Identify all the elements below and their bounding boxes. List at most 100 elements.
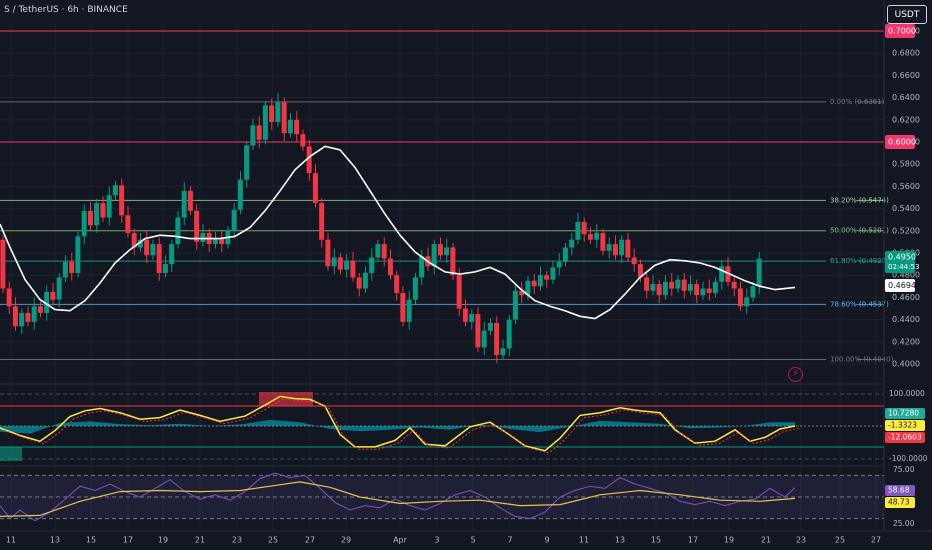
candle-body — [512, 290, 518, 320]
candle-body — [287, 119, 293, 134]
candle-body — [212, 238, 218, 245]
candle-body — [444, 247, 450, 256]
candle-body — [719, 266, 725, 282]
time-tick-label: 27 — [871, 536, 881, 545]
time-tick-label: 17 — [688, 536, 698, 545]
candle-body — [556, 261, 562, 268]
rsi-ma-line — [0, 481, 796, 517]
time-tick-label: 23 — [232, 536, 242, 545]
horizontal-line-badge — [885, 24, 915, 38]
candle-body — [112, 185, 118, 196]
alert-bolt-icon[interactable]: ⚡ — [788, 367, 803, 382]
horizontal-line-badge-label: 0.7000 — [888, 27, 916, 36]
candle-body — [412, 277, 418, 300]
candle-body — [575, 221, 581, 240]
candle-body — [500, 348, 506, 356]
candle-body — [381, 244, 387, 259]
fib-label-dash: - — [856, 98, 859, 106]
candle-body — [700, 288, 706, 296]
candle-body — [506, 319, 512, 349]
fib-label-dash: - — [856, 257, 859, 265]
candle-body — [656, 284, 662, 296]
countdown-label: 02:44:53 — [888, 263, 919, 271]
osc-tick-label: -100.0000 — [889, 454, 928, 463]
price-tick-label: 0.6800 — [892, 49, 920, 58]
candle-body — [544, 275, 550, 280]
candle-body — [431, 244, 437, 267]
candle-body — [662, 281, 668, 296]
candle-body — [469, 314, 475, 322]
candle-body — [731, 281, 737, 289]
price-tick-label: 0.6600 — [892, 71, 920, 80]
candle-body — [725, 266, 731, 282]
price-tick-label: 0.4400 — [892, 315, 920, 324]
candle-body — [137, 239, 143, 248]
time-tick-label: 25 — [835, 536, 845, 545]
last-price-badge — [885, 251, 915, 273]
candle-body — [481, 330, 487, 348]
candle-body — [419, 256, 425, 278]
candle-body — [687, 284, 693, 291]
candle-body — [369, 257, 375, 273]
price-tick-label: 0.5800 — [892, 160, 920, 169]
candle-body — [312, 173, 318, 204]
osc-tick-label: 100.0000 — [889, 389, 925, 398]
candle-body — [300, 134, 306, 147]
candle-body — [625, 239, 631, 258]
ma-price-label: 0.4694 — [888, 281, 916, 290]
candle-body — [706, 288, 712, 293]
osc-value-label: 10.7280 — [888, 409, 919, 418]
chart-title: S / TetherUS · 6h · BINANCE — [4, 5, 128, 15]
rsi-value-label: 58.68 — [888, 486, 910, 495]
rsi-tick-label: 75.00 — [893, 465, 915, 474]
candle-body — [737, 288, 743, 307]
candle-body — [219, 238, 225, 245]
candle-body — [400, 292, 406, 322]
candle-body — [181, 190, 187, 218]
time-tick-label: 21 — [761, 536, 771, 545]
osc-value-badge — [885, 408, 925, 419]
candle-body — [562, 247, 568, 262]
horizontal-line-badge — [885, 135, 915, 149]
currency-button[interactable]: USDT — [887, 5, 927, 24]
candle-body — [81, 210, 87, 237]
candle-body — [356, 277, 362, 289]
fib-label-dash: - — [856, 227, 859, 235]
candle-body — [694, 284, 700, 296]
price-tick-label: 0.5400 — [892, 204, 920, 213]
price-tick-label: 0.6400 — [892, 93, 920, 102]
rsi-value-label: 48.73 — [888, 498, 910, 507]
candle-body — [537, 275, 543, 287]
candle-body — [37, 306, 43, 313]
time-tick-label: 13 — [615, 536, 625, 545]
last-price-label: 0.4950 — [888, 253, 916, 262]
price-tick-label: 0.4800 — [892, 271, 920, 280]
fib-label-dash: - — [856, 300, 859, 308]
candle-body — [744, 297, 750, 307]
time-tick-label: 27 — [305, 536, 315, 545]
candle-body — [269, 105, 275, 123]
horizontal-line-badge-label: 0.6000 — [888, 138, 916, 147]
candle-body — [187, 190, 193, 211]
candle-body — [200, 233, 206, 242]
candle-body — [394, 275, 400, 293]
candle-body — [306, 146, 312, 174]
osc-value-label: -1.3323 — [888, 421, 917, 430]
candle-body — [681, 279, 687, 291]
candle-body — [44, 291, 50, 313]
candle-body — [756, 258, 762, 287]
candle-body — [31, 306, 37, 322]
candle-body — [244, 145, 250, 180]
candle-body — [106, 195, 112, 218]
rsi-value-badge — [885, 497, 915, 508]
candle-body — [56, 277, 62, 300]
candle-body — [100, 203, 106, 218]
time-tick-label: 19 — [158, 536, 168, 545]
candle-body — [350, 260, 356, 278]
time-tick-label: 9 — [544, 536, 549, 545]
candle-body — [637, 264, 643, 278]
candle-body — [194, 210, 200, 242]
candle-body — [487, 322, 493, 331]
candle-body — [256, 125, 262, 140]
